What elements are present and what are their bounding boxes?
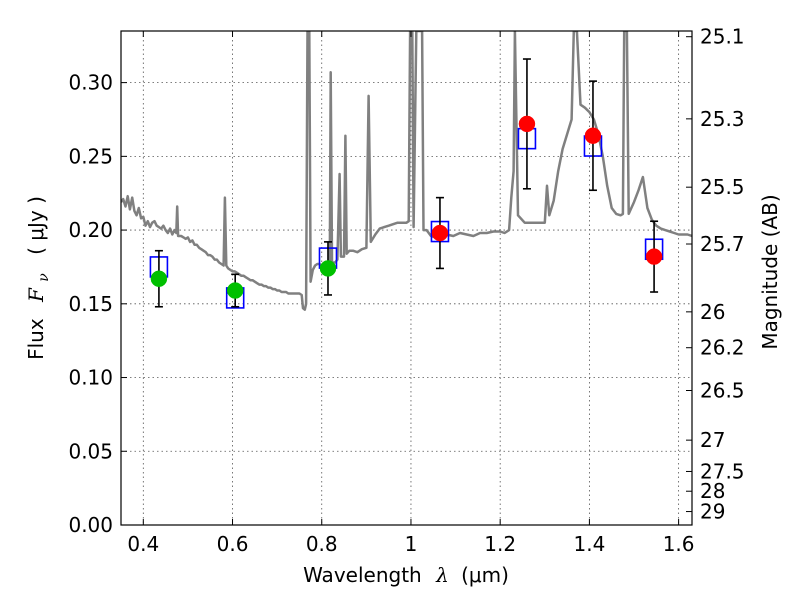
mag-tick-label: 25.7 [700,232,745,256]
x-axis-title-unit: (μm) [461,563,509,587]
x-tick-label: 0.4 [127,532,159,556]
observed-photometry-layer [150,115,663,299]
x-tick-label: 1.6 [663,532,695,556]
mag-tick-label: 27 [700,428,725,452]
y-axis-title-symbol: F [24,287,48,303]
y2-axis-title: Magnitude (AB) [758,194,782,349]
x-tick-label: 1.4 [573,532,605,556]
mag-tick-label: 27.5 [700,459,745,483]
x-axis-title-symbol: λ [435,563,449,587]
observed-point [645,248,663,265]
y-axis-title-unit: ( μJy ) [24,196,48,255]
mag-tick-label: 25.1 [700,25,745,49]
mag-tick-label: 28 [700,479,725,503]
x-tick-label: 0.6 [217,532,249,556]
y-axis-title-subscript: ν [36,273,52,282]
y-tick-label: 0.00 [68,513,113,537]
y-axis-title: Flux F ν ( μJy ) [24,196,53,360]
mag-tick-label: 25.5 [700,175,745,199]
y-axis-title-prefix: Flux [24,318,48,360]
mag-tick-label: 26.5 [700,379,745,403]
x-axis-title: Wavelength λ (μm) [303,563,509,587]
mag-tick-label: 26 [700,300,725,324]
x-tick-label: 1 [405,532,418,556]
x-axis-title-prefix: Wavelength [303,563,422,587]
y-tick-label: 0.20 [68,218,113,242]
tick-labels: 0.4 0.6 0.8 1 1.2 1.4 1.6 0.00 0.05 0.10 0.15 0.20 0… [68,25,744,556]
mag-tick-label: 26.2 [700,336,745,360]
x-tick-label: 0.8 [306,532,338,556]
observed-point [150,270,168,287]
observed-point [518,115,536,133]
axis-ticks [121,31,692,526]
y-tick-label: 0.25 [68,144,113,168]
y-tick-label: 0.05 [68,439,113,463]
observed-point [226,282,244,299]
mag-tick-label: 29 [700,500,725,524]
mag-tick-label: 25.3 [700,107,745,131]
plot-frame [120,30,693,526]
y-tick-label: 0.30 [68,71,113,95]
observed-point [431,224,449,242]
y-tick-label: 0.10 [68,366,113,390]
observed-point [319,260,337,277]
observed-point [584,127,602,144]
y-tick-label: 0.15 [68,292,113,316]
x-tick-label: 1.2 [484,532,516,556]
